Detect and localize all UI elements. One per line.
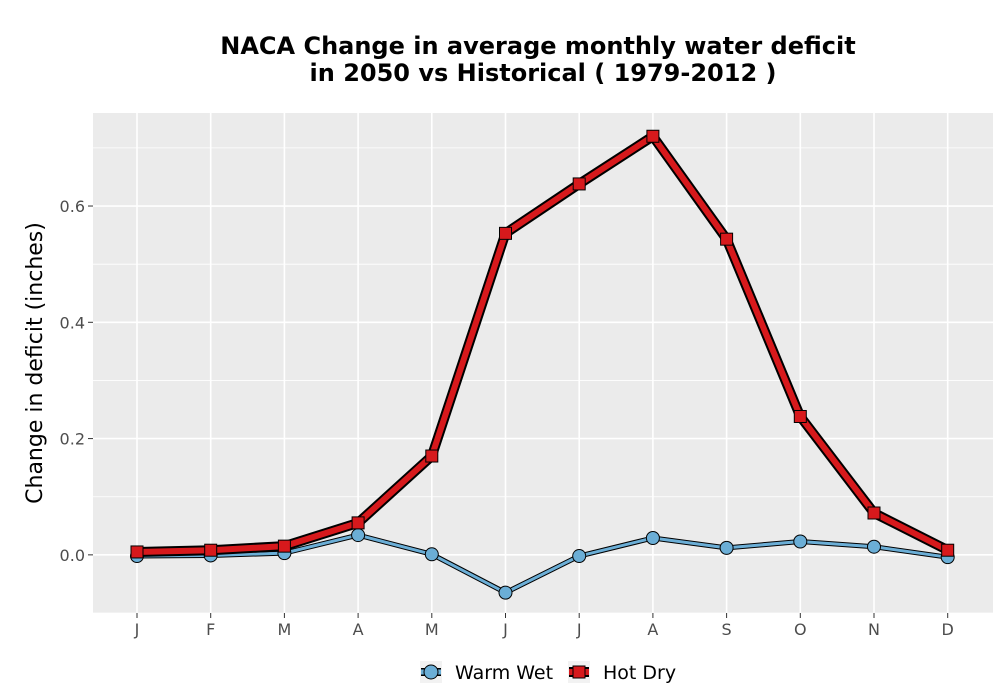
series-layer: [130, 129, 955, 600]
y-tick-label: 0.2: [60, 430, 85, 449]
data-point-warm-wet[interactable]: [867, 539, 881, 554]
data-point-warm-wet[interactable]: [424, 547, 439, 562]
data-point-warm-wet[interactable]: [572, 549, 587, 564]
x-tick-label: J: [576, 620, 582, 639]
x-tick-label: J: [134, 620, 140, 639]
x-tick-label: N: [868, 620, 880, 639]
series-line-hot-dry: [134, 133, 951, 555]
data-point-hot-dry[interactable]: [793, 409, 807, 423]
data-point-warm-wet[interactable]: [498, 585, 513, 600]
y-tick-labels: 0.0 0.2 0.4 0.6: [60, 197, 93, 565]
data-point-hot-dry[interactable]: [130, 545, 144, 559]
data-point-warm-wet[interactable]: [351, 528, 366, 543]
x-tick-label: A: [647, 620, 658, 639]
series-hot-dry: [130, 129, 955, 559]
x-tick-label: D: [942, 620, 954, 639]
data-point-hot-dry[interactable]: [572, 177, 586, 191]
data-point-hot-dry[interactable]: [646, 129, 660, 143]
data-point-hot-dry[interactable]: [425, 449, 439, 463]
legend-label-hot-dry: Hot Dry: [603, 662, 676, 684]
data-point-hot-dry[interactable]: [867, 506, 881, 520]
x-tick-label: A: [353, 620, 364, 639]
legend-label-warm-wet: Warm Wet: [455, 662, 553, 684]
x-tick-label: F: [206, 620, 215, 639]
plot-panel: [93, 113, 993, 613]
x-tick-label: M: [277, 620, 291, 639]
y-tick-label: 0.0: [60, 546, 85, 565]
data-point-warm-wet[interactable]: [793, 534, 808, 549]
x-tick-label: O: [794, 620, 807, 639]
y-tick-label: 0.4: [60, 313, 85, 332]
data-point-hot-dry[interactable]: [720, 232, 734, 246]
legend: Warm Wet Hot Dry: [420, 661, 676, 684]
data-point-hot-dry[interactable]: [204, 543, 218, 557]
chart-title-line-1: NACA Change in average monthly water def…: [220, 32, 855, 60]
series-line-warm-wet: [135, 533, 950, 595]
chart-title-line-2: in 2050 vs Historical ( 1979-2012 ): [310, 59, 777, 87]
legend-item-hot-dry[interactable]: Hot Dry: [568, 661, 676, 684]
x-tick-label: J: [502, 620, 508, 639]
data-point-warm-wet[interactable]: [719, 540, 734, 555]
x-tick-label: S: [722, 620, 732, 639]
data-point-hot-dry[interactable]: [277, 539, 291, 553]
y-tick-label: 0.6: [60, 197, 85, 216]
x-tick-label: M: [425, 620, 439, 639]
data-point-hot-dry[interactable]: [351, 516, 365, 530]
data-point-warm-wet[interactable]: [645, 531, 660, 545]
data-point-hot-dry[interactable]: [499, 226, 512, 240]
legend-circle-marker: [423, 664, 439, 680]
legend-square-marker: [572, 665, 586, 679]
legend-item-warm-wet[interactable]: Warm Wet: [420, 661, 553, 684]
data-point-hot-dry[interactable]: [941, 543, 955, 557]
y-axis-title: Change in deficit (inches): [23, 222, 48, 504]
